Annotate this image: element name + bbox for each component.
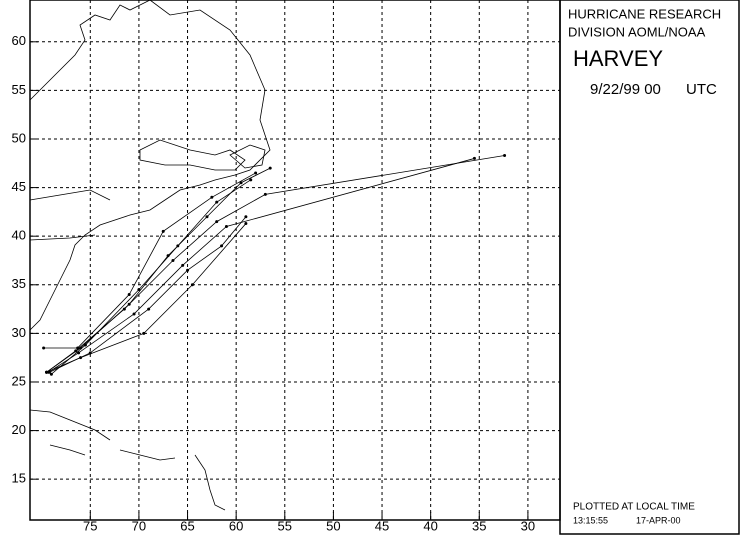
y-tick-label: 40 xyxy=(12,228,26,243)
x-tick-label: 60 xyxy=(229,518,243,533)
coastline xyxy=(139,139,246,171)
coastline xyxy=(29,0,271,331)
track-point xyxy=(127,293,131,297)
org-line: HURRICANE RESEARCH xyxy=(568,6,721,21)
track xyxy=(43,172,256,349)
y-tick-label: 30 xyxy=(12,325,26,340)
storm-name: HARVEY xyxy=(573,46,663,71)
track-point xyxy=(176,244,180,248)
track-point xyxy=(472,156,476,160)
y-tick-label: 25 xyxy=(12,373,26,388)
track-point xyxy=(142,331,146,335)
x-tick-label: 75 xyxy=(83,518,97,533)
plot-layer: 75 70 65 60 55 50 45 40 35 30 15 20 25 30 35 40 45 50 55 60 xyxy=(12,0,560,533)
track xyxy=(51,179,251,375)
track-point xyxy=(83,343,87,347)
x-tick-label: 70 xyxy=(132,518,146,533)
track-point xyxy=(74,349,78,353)
track-point xyxy=(42,346,46,350)
track-point xyxy=(220,244,224,248)
x-tick-label: 30 xyxy=(521,518,535,533)
track-point xyxy=(76,346,80,350)
y-tick-label: 20 xyxy=(12,422,26,437)
track-point xyxy=(122,307,126,311)
run-time: 13:15:55 xyxy=(573,515,608,525)
coastline xyxy=(229,144,266,169)
x-tick-label: 50 xyxy=(326,518,340,533)
track-point xyxy=(215,220,219,224)
plotted-note: PLOTTED AT LOCAL TIME xyxy=(573,502,695,513)
track-point xyxy=(210,195,214,199)
track-point xyxy=(190,283,194,287)
track-point xyxy=(186,268,190,272)
date: 9/22/99 00 xyxy=(590,81,661,98)
x-tick-label: 40 xyxy=(423,518,437,533)
track xyxy=(48,158,475,373)
track-point xyxy=(249,178,253,182)
track-point xyxy=(224,224,228,228)
y-tick-label: 15 xyxy=(12,471,26,486)
border xyxy=(29,189,111,241)
plot-frame xyxy=(29,0,561,521)
track-point xyxy=(137,288,141,292)
y-tick-label: 60 xyxy=(12,33,26,48)
track-point xyxy=(244,215,248,219)
track-point xyxy=(132,312,136,316)
track-point xyxy=(171,258,175,262)
track-point xyxy=(88,351,92,355)
track-point xyxy=(77,351,81,355)
coastline xyxy=(29,409,226,511)
x-tick-label: 65 xyxy=(180,518,194,533)
info-panel xyxy=(559,0,740,535)
track-point xyxy=(244,222,248,226)
y-tick-label: 50 xyxy=(12,130,26,145)
track-point xyxy=(263,192,267,196)
y-tick-label: 35 xyxy=(12,276,26,291)
track-point xyxy=(181,263,185,267)
track-point xyxy=(503,154,507,158)
x-tick-label: 55 xyxy=(278,518,292,533)
track-point xyxy=(161,229,165,233)
track-point xyxy=(147,307,151,311)
coastlines xyxy=(29,0,271,511)
x-tick-label: 45 xyxy=(375,518,389,533)
track-point xyxy=(49,372,53,376)
track-point xyxy=(268,166,272,170)
track-point xyxy=(254,171,258,175)
org-line: DIVISION AOML/NOAA xyxy=(568,24,706,39)
track-point xyxy=(45,370,49,374)
y-tick-label: 55 xyxy=(12,82,26,97)
track-point xyxy=(47,370,51,374)
time-zone: UTC xyxy=(686,81,717,98)
track-point xyxy=(215,200,219,204)
y-tick-label: 45 xyxy=(12,179,26,194)
run-date: 17-APR-00 xyxy=(636,515,681,525)
x-tick-label: 35 xyxy=(472,518,486,533)
track xyxy=(49,216,247,373)
track-point xyxy=(205,215,209,219)
